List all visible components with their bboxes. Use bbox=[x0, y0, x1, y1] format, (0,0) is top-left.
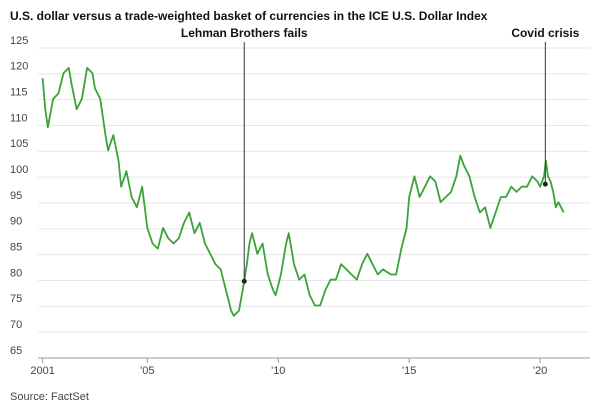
x-tick-label: '05 bbox=[140, 365, 154, 377]
y-tick-label: 125 bbox=[10, 35, 28, 47]
y-tick-label: 115 bbox=[10, 87, 28, 99]
annotation-label: Covid crisis bbox=[511, 26, 579, 40]
y-tick-label: 120 bbox=[10, 61, 28, 73]
y-tick-label: 70 bbox=[10, 319, 22, 331]
annotation-label: Lehman Brothers fails bbox=[181, 26, 308, 40]
y-tick-label: 110 bbox=[10, 112, 28, 124]
x-tick-label: '10 bbox=[271, 365, 285, 377]
x-tick-label: '20 bbox=[533, 365, 547, 377]
y-tick-label: 95 bbox=[10, 190, 22, 202]
annotation-dot bbox=[241, 278, 247, 284]
x-tick-label: 2001 bbox=[30, 365, 54, 377]
x-tick-label: '15 bbox=[402, 365, 416, 377]
y-tick-label: 100 bbox=[10, 164, 28, 176]
source: Source: FactSet bbox=[10, 391, 89, 403]
y-tick-label: 85 bbox=[10, 242, 22, 254]
y-tick-label: 65 bbox=[10, 345, 22, 357]
chart-title: U.S. dollar versus a trade-weighted bask… bbox=[10, 9, 488, 23]
annotation-dot bbox=[542, 181, 548, 187]
y-tick-label: 105 bbox=[10, 138, 28, 150]
y-tick-label: 90 bbox=[10, 216, 22, 228]
y-tick-label: 75 bbox=[10, 293, 22, 305]
line-series bbox=[41, 66, 565, 317]
y-tick-label: 80 bbox=[10, 267, 22, 279]
